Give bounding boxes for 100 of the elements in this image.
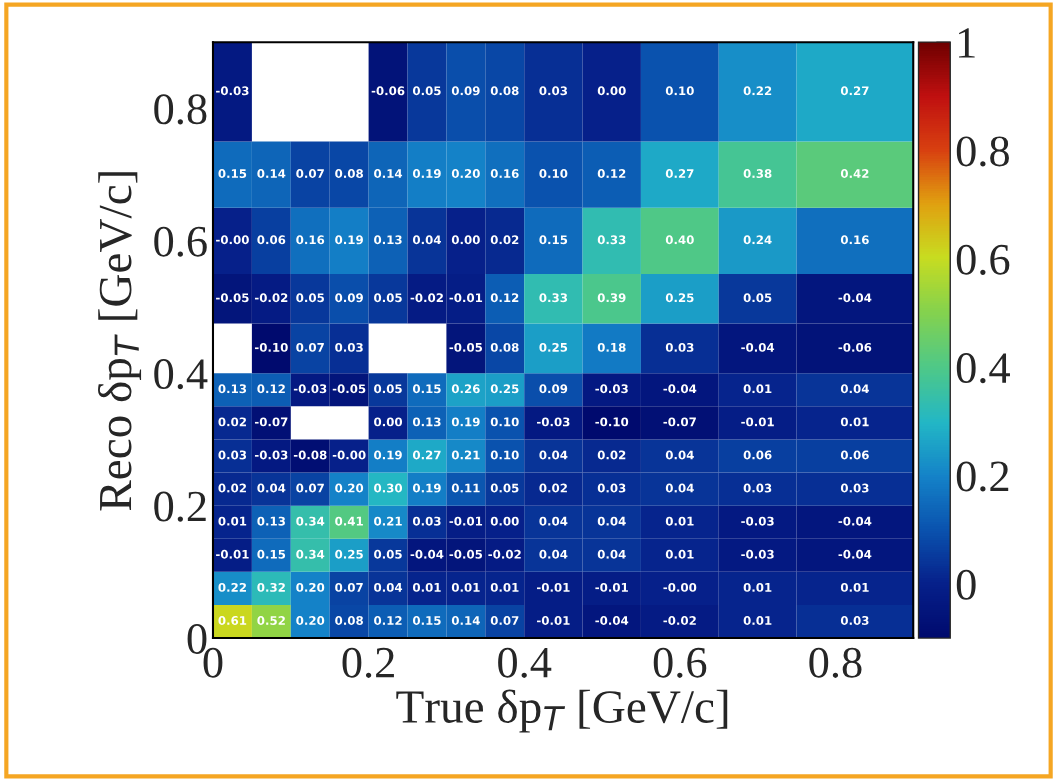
data-label: -0.04 bbox=[838, 549, 872, 559]
data-label: -0.04 bbox=[838, 293, 872, 303]
data-label: 0.15 bbox=[412, 616, 441, 625]
data-label: 0.34 bbox=[296, 549, 325, 559]
data-label: 0.09 bbox=[451, 86, 480, 96]
data-label: 0.19 bbox=[451, 417, 480, 427]
data-label: 0.52 bbox=[257, 616, 285, 625]
data-label: 0.13 bbox=[218, 384, 247, 394]
data-label: -0.04 bbox=[410, 549, 444, 559]
data-label: 0.25 bbox=[539, 342, 568, 352]
color-bar-label: 0.8 bbox=[956, 136, 1009, 167]
data-label: -0.01 bbox=[449, 293, 483, 303]
data-label: 0.08 bbox=[490, 342, 519, 352]
data-label: 0.42 bbox=[840, 169, 869, 179]
data-label: 0.19 bbox=[374, 450, 402, 460]
data-label: 0.00 bbox=[374, 417, 403, 427]
data-label: -0.10 bbox=[595, 417, 629, 427]
data-label: 0.03 bbox=[840, 616, 869, 625]
data-label: 0.04 bbox=[665, 483, 694, 493]
data-label: 0.15 bbox=[539, 235, 568, 245]
data-label: -0.04 bbox=[663, 384, 697, 394]
data-label: 0.01 bbox=[490, 582, 519, 592]
data-label: -0.00 bbox=[216, 235, 249, 245]
data-label: 0.04 bbox=[539, 549, 568, 559]
x-axis-title: True δp$_{T}$ [GeV/c] bbox=[396, 689, 728, 733]
data-label: 0.15 bbox=[218, 169, 247, 179]
data-label: 0.03 bbox=[335, 342, 363, 352]
data-label: 0.00 bbox=[490, 516, 519, 526]
data-label: 0.15 bbox=[257, 549, 286, 559]
data-label: 0.15 bbox=[412, 384, 441, 394]
data-label: 0.13 bbox=[374, 235, 402, 245]
data-label: 0.27 bbox=[412, 450, 441, 460]
data-label: 0.21 bbox=[374, 516, 402, 526]
data-label: 0.05 bbox=[412, 86, 441, 96]
data-label: 0.20 bbox=[335, 483, 364, 493]
data-label: 0.39 bbox=[597, 293, 626, 303]
data-label: -0.02 bbox=[488, 549, 521, 559]
data-label: 0.03 bbox=[412, 516, 441, 526]
data-label: 0.16 bbox=[490, 169, 519, 179]
data-label: 0.32 bbox=[257, 582, 285, 592]
data-label: 0.01 bbox=[412, 582, 441, 592]
data-label: 0.04 bbox=[597, 516, 626, 526]
color-bar-label: 0.6 bbox=[956, 244, 1010, 275]
data-label: -0.03 bbox=[254, 450, 288, 460]
data-label: 0.10 bbox=[665, 86, 694, 96]
data-label: 0.34 bbox=[296, 516, 325, 526]
data-label: 0.11 bbox=[451, 483, 480, 493]
data-label: -0.04 bbox=[595, 616, 629, 625]
data-label: -0.01 bbox=[537, 616, 570, 625]
data-label: 0.01 bbox=[665, 516, 694, 526]
data-label: 0.01 bbox=[743, 616, 772, 625]
data-label: 0.04 bbox=[539, 516, 568, 526]
data-label: -0.02 bbox=[254, 293, 288, 303]
data-label: 0.26 bbox=[451, 384, 480, 394]
data-label: 0.00 bbox=[451, 235, 480, 245]
data-label: 0.03 bbox=[840, 483, 869, 493]
data-label: -0.02 bbox=[663, 616, 696, 625]
data-label: 0.12 bbox=[257, 384, 285, 394]
data-label: 0.10 bbox=[490, 417, 519, 427]
data-label: 0.02 bbox=[597, 450, 626, 460]
data-label: 0.05 bbox=[490, 483, 519, 493]
data-label: 0.01 bbox=[665, 549, 694, 559]
data-label: 0.02 bbox=[490, 235, 519, 245]
data-label: 0.01 bbox=[840, 417, 869, 427]
data-label: -0.05 bbox=[449, 342, 483, 352]
data-label: -0.06 bbox=[371, 86, 405, 96]
y-axis-title: Reco δp$_{T}$ [GeV/c] bbox=[98, 172, 142, 511]
data-label: -0.04 bbox=[838, 516, 872, 526]
data-label: 0.16 bbox=[296, 235, 325, 245]
data-label: 0.27 bbox=[665, 169, 694, 179]
data-label: 0.05 bbox=[374, 549, 402, 559]
data-label: 0.07 bbox=[335, 582, 363, 592]
data-label: 0.20 bbox=[296, 582, 325, 592]
data-label: 0.19 bbox=[335, 235, 363, 245]
data-label: 0.03 bbox=[665, 342, 694, 352]
data-label: 0.05 bbox=[374, 293, 402, 303]
data-label: 0.40 bbox=[665, 235, 694, 245]
data-label: 0.10 bbox=[539, 169, 568, 179]
data-label: 0.14 bbox=[451, 616, 480, 625]
data-label: 0.20 bbox=[296, 616, 325, 625]
data-label: -0.01 bbox=[537, 582, 570, 592]
data-label: 0.01 bbox=[218, 516, 247, 526]
data-label: 0.03 bbox=[743, 483, 772, 493]
data-label: 0.04 bbox=[665, 450, 694, 460]
data-label: 0.03 bbox=[597, 483, 626, 493]
x-tick-label: 0.6 bbox=[653, 647, 707, 678]
data-label: 0.06 bbox=[840, 450, 869, 460]
data-label: 0.33 bbox=[597, 235, 626, 245]
data-label: 0.05 bbox=[374, 384, 402, 394]
data-label: -0.07 bbox=[663, 417, 696, 427]
data-label: 0.12 bbox=[597, 169, 626, 179]
data-label: 0.24 bbox=[743, 235, 772, 245]
data-label: 0.13 bbox=[412, 417, 441, 427]
y-tick-label: 0.2 bbox=[154, 491, 206, 522]
data-label: 0.25 bbox=[490, 384, 519, 394]
data-label: 0.10 bbox=[490, 450, 519, 460]
data-label: 0.08 bbox=[335, 616, 363, 625]
data-label: 0.04 bbox=[374, 582, 403, 592]
x-tick-label: 0.8 bbox=[809, 647, 862, 678]
data-label: 0.19 bbox=[412, 169, 441, 179]
